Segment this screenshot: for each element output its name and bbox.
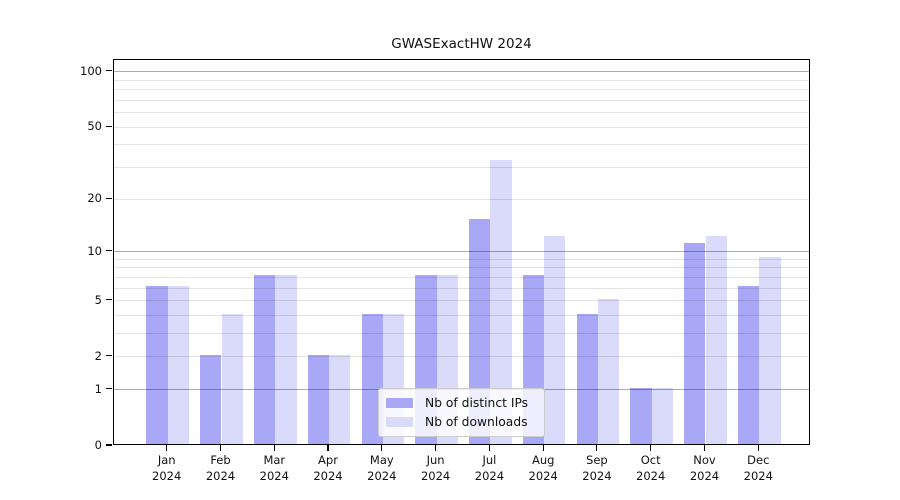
x-tick-label-oct: Oct 2024 <box>619 452 683 484</box>
bar-distinct-ips-sep <box>576 313 598 444</box>
x-tick-year: 2024 <box>636 469 666 483</box>
bar-distinct-ips-jan <box>146 286 168 444</box>
bar-downloads-nov <box>705 236 727 444</box>
x-tick-label-apr: Apr 2024 <box>296 452 360 484</box>
y-tick-10 <box>106 249 112 252</box>
x-tick-month: Jul <box>482 453 497 467</box>
bar-distinct-ips-jul <box>469 219 491 444</box>
y-tick-50 <box>106 125 112 127</box>
x-tick-year: 2024 <box>420 469 451 483</box>
x-tick-may <box>381 445 383 451</box>
x-tick-label-mar: Mar 2024 <box>242 452 306 484</box>
x-tick-label-aug: Aug 2024 <box>511 452 575 484</box>
x-tick-year: 2024 <box>152 469 182 483</box>
bar-downloads-aug <box>544 236 566 444</box>
x-tick-label-feb: Feb 2024 <box>189 452 253 484</box>
x-tick-month: Oct <box>640 453 661 467</box>
x-tick-label-jan: Jan 2024 <box>135 452 199 484</box>
y-tick-label-0: 0 <box>94 438 102 452</box>
x-tick-nov <box>703 445 706 451</box>
x-tick-sep <box>596 445 598 451</box>
bar-distinct-ips-dec <box>738 286 760 444</box>
x-tick-feb <box>219 445 222 451</box>
x-tick-month: Mar <box>263 453 286 467</box>
x-tick-jun <box>435 445 437 451</box>
x-tick-aug <box>542 445 544 451</box>
x-tick-year: 2024 <box>367 469 397 483</box>
x-tick-year: 2024 <box>689 469 720 483</box>
x-tick-month: Apr <box>318 453 338 467</box>
x-tick-oct <box>650 445 652 451</box>
x-tick-month: Jan <box>157 453 176 467</box>
y-tick-label-1: 1 <box>94 381 102 396</box>
bar-distinct-ips-feb <box>200 354 222 444</box>
y-tick-label-100: 100 <box>80 63 102 78</box>
y-tick-1 <box>106 388 112 390</box>
x-tick-month: Jun <box>426 453 445 467</box>
y-tick-100 <box>106 70 112 72</box>
legend-item-downloads: Nb of downloads <box>386 415 535 429</box>
x-tick-dec <box>757 445 759 451</box>
bar-downloads-jul <box>490 160 512 444</box>
legend-swatch-distinct-ips <box>386 398 413 409</box>
bar-downloads-jan <box>167 286 189 444</box>
bar-downloads-mar <box>275 275 297 444</box>
x-tick-month: Aug <box>531 453 555 467</box>
bar-distinct-ips-nov <box>684 242 706 444</box>
x-tick-mar <box>273 445 275 451</box>
y-tick-label-10: 10 <box>87 243 102 258</box>
y-tick-label-5: 5 <box>94 292 102 307</box>
legend: Nb of distinct IPs Nb of downloads <box>378 388 545 437</box>
x-tick-year: 2024 <box>205 469 236 483</box>
x-tick-label-dec: Dec 2024 <box>726 452 790 484</box>
x-tick-month: Dec <box>747 453 770 467</box>
bar-distinct-ips-mar <box>254 275 276 444</box>
x-tick-month: Sep <box>586 453 608 467</box>
plot-area <box>113 59 810 445</box>
x-tick-label-nov: Nov 2024 <box>673 452 737 484</box>
bars-layer <box>114 60 809 444</box>
y-tick-20 <box>106 197 112 199</box>
y-tick-0 <box>106 444 112 446</box>
y-tick-label-20: 20 <box>87 191 102 206</box>
x-tick-year: 2024 <box>313 469 343 483</box>
legend-label-distinct-ips: Nb of distinct IPs <box>425 396 529 411</box>
bar-downloads-apr <box>329 354 351 444</box>
x-tick-label-may: May 2024 <box>350 452 414 484</box>
y-tick-label-2: 2 <box>94 348 102 363</box>
x-tick-label-jun: Jun 2024 <box>404 452 468 484</box>
x-tick-year: 2024 <box>743 469 773 483</box>
y-tick-2 <box>106 355 112 357</box>
bar-downloads-oct <box>651 387 673 444</box>
x-tick-jul <box>488 445 490 451</box>
bar-distinct-ips-apr <box>307 354 329 444</box>
x-tick-month: Nov <box>693 453 716 467</box>
x-tick-month: May <box>369 453 394 467</box>
x-tick-apr <box>327 445 329 451</box>
y-tick-label-50: 50 <box>87 119 102 134</box>
x-tick-year: 2024 <box>528 469 558 483</box>
bar-downloads-feb <box>221 313 243 444</box>
legend-swatch-downloads <box>386 416 413 427</box>
bar-downloads-dec <box>759 257 781 444</box>
x-tick-label-jul: Jul 2024 <box>457 452 521 484</box>
legend-label-downloads: Nb of downloads <box>425 414 528 429</box>
x-tick-label-sep: Sep 2024 <box>565 452 629 484</box>
x-tick-year: 2024 <box>582 469 612 483</box>
chart-title: GWASExactHW 2024 <box>391 36 532 52</box>
x-tick-month: Feb <box>210 453 231 467</box>
legend-item-distinct-ips: Nb of distinct IPs <box>386 396 535 410</box>
bar-distinct-ips-oct <box>630 387 652 444</box>
bar-distinct-ips-may <box>361 313 383 444</box>
y-tick-5 <box>106 299 112 301</box>
bar-downloads-sep <box>597 298 620 444</box>
x-tick-year: 2024 <box>474 469 505 483</box>
x-tick-year: 2024 <box>259 469 289 483</box>
x-tick-jan <box>166 445 168 451</box>
